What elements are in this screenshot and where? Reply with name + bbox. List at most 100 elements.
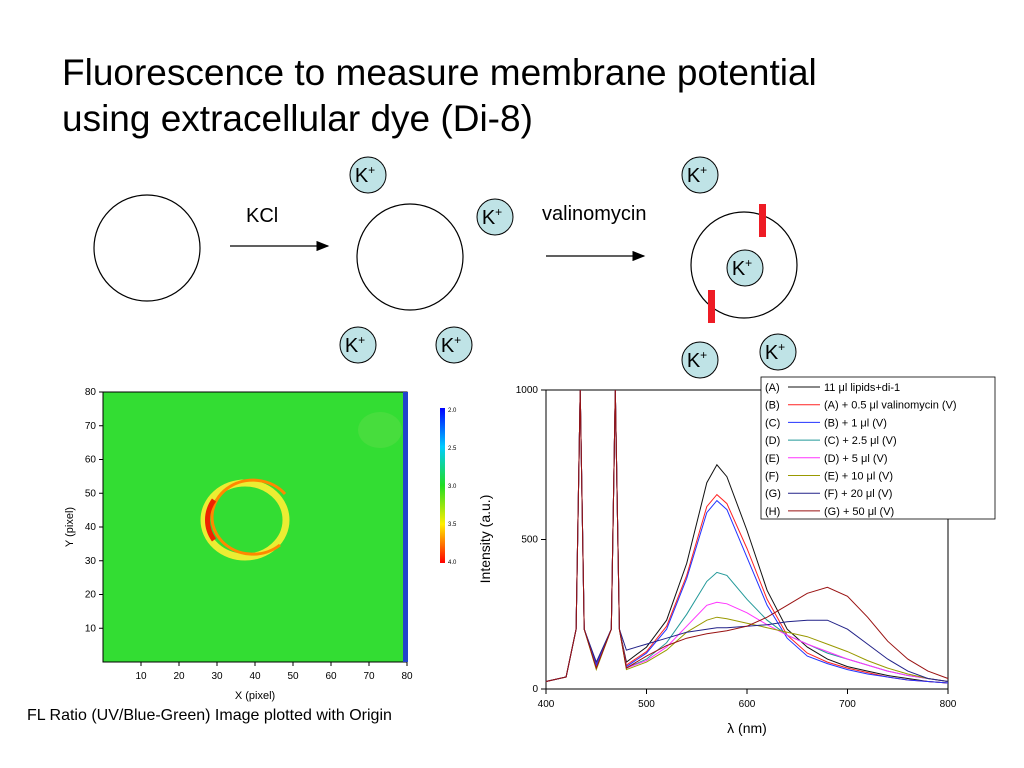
cell-ring-outer — [200, 479, 290, 561]
legend-label: (F) + 20 μl (V) — [824, 488, 892, 500]
ion-circle — [681, 341, 719, 379]
image-y-tick-label: 10 — [85, 623, 97, 634]
ion-charge: + — [700, 163, 707, 177]
ion-charge: + — [700, 348, 707, 362]
legend-item: (D) (C) + 2.5 μl (V) — [765, 435, 897, 447]
image-x-tick-label: 30 — [211, 671, 223, 682]
image-right-edge — [403, 392, 408, 662]
legend-letter: (C) — [765, 417, 780, 429]
image-x-tick-label: 50 — [287, 671, 299, 682]
legend-label: (C) + 2.5 μl (V) — [824, 435, 897, 447]
legend-label: (G) + 50 μl (V) — [824, 506, 894, 518]
ion-circle — [435, 326, 473, 364]
slide-title-line2: using extracellular dye (Di-8) — [62, 98, 533, 139]
cell-kcl — [356, 203, 464, 311]
legend-item: (C) (B) + 1 μl (V) — [765, 417, 887, 429]
chart-x-tick-label: 700 — [839, 699, 856, 710]
figure-caption: FL Ratio (UV/Blue-Green) Image plotted w… — [27, 707, 392, 724]
potassium-ion: K+ — [339, 326, 377, 364]
image-x-tick-label: 70 — [363, 671, 375, 682]
image-area — [102, 391, 408, 663]
chart-x-tick-label: 800 — [940, 699, 957, 710]
chart-x-tick-label: 600 — [739, 699, 756, 710]
legend-label: 11 μl lipids+di-1 — [824, 382, 900, 394]
slide-title: Fluorescence to measure membrane potenti… — [62, 50, 962, 142]
legend-letter: (G) — [765, 488, 781, 500]
potassium-ion: K+ — [759, 333, 797, 371]
valinomycin-channel-bottom — [708, 290, 715, 323]
ion-circle — [339, 326, 377, 364]
label-valinomycin: valinomycin — [542, 203, 646, 225]
image-xlabel: X (pixel) — [235, 690, 275, 702]
legend-item: (A) 11 μl lipids+di-1 — [765, 382, 900, 394]
colorbar-tick-label: 2.5 — [448, 446, 457, 452]
ion-charge: + — [454, 333, 461, 347]
ion-circle — [681, 156, 719, 194]
cell-initial — [93, 194, 201, 302]
legend-letter: (B) — [765, 400, 780, 412]
colorbar-tick-label: 3.0 — [448, 484, 457, 490]
image-y-tick-label: 70 — [85, 421, 97, 432]
legend-item: (G) (F) + 20 μl (V) — [765, 488, 892, 500]
slide-title-line1: Fluorescence to measure membrane potenti… — [62, 52, 817, 93]
chart-x-tick-label: 400 — [538, 699, 555, 710]
legend-label: (A) + 0.5 μl valinomycin (V) — [824, 400, 957, 412]
ion-charge: + — [495, 205, 502, 219]
legend-letter: (E) — [765, 453, 780, 465]
potassium-ion: K+ — [349, 156, 387, 194]
legend-letter: (D) — [765, 435, 780, 447]
chart-x-tick-label: 500 — [638, 699, 655, 710]
ion-circle — [476, 198, 514, 236]
image-dim-patch — [358, 412, 402, 448]
chart-xlabel: λ (nm) — [727, 720, 767, 736]
chart-y-tick-label: 500 — [521, 535, 538, 546]
legend-label: (D) + 5 μl (V) — [824, 453, 887, 465]
ion-charge: + — [745, 256, 752, 270]
potassium-ion: K+ — [476, 198, 514, 236]
image-y-tick-label: 60 — [85, 455, 97, 466]
chart-legend — [760, 376, 996, 520]
legend-letter: (A) — [765, 382, 780, 394]
ion-circle — [349, 156, 387, 194]
fl-ratio-image: 10 20 30 40 50 60 70 80 10 20 30 40 50 60 70 80 2.0 2.5 3.… — [64, 387, 457, 702]
series-line — [545, 389, 949, 682]
chart-y-tick-label: 1000 — [516, 385, 539, 396]
potassium-ion: K+ — [435, 326, 473, 364]
series-line — [545, 389, 949, 682]
image-y-tick-label: 20 — [85, 590, 97, 601]
potassium-ion: K+ — [681, 156, 719, 194]
legend-letter: (F) — [765, 471, 779, 483]
membrane-diagram: KCl valinomycin K+ K+ K+ K+ K+ K+ K+ K+ — [93, 156, 798, 379]
colorbar-tick-label: 4.0 — [448, 560, 457, 566]
legend-label: (B) + 1 μl (V) — [824, 417, 887, 429]
image-y-tick-label: 50 — [85, 488, 97, 499]
chart-y-tick-label: 0 — [532, 684, 538, 695]
potassium-ion: K+ — [726, 249, 764, 287]
ion-charge: + — [368, 163, 375, 177]
image-y-tick-label: 40 — [85, 522, 97, 533]
colorbar-tick-label: 2.0 — [448, 408, 457, 414]
legend-label: (E) + 10 μl (V) — [824, 471, 893, 483]
image-ylabel: Y (pixel) — [64, 507, 76, 547]
legend-letter: (H) — [765, 506, 780, 518]
image-x-tick-label: 20 — [173, 671, 185, 682]
image-y-tick-label: 80 — [85, 387, 97, 398]
image-x-tick-label: 60 — [325, 671, 337, 682]
label-kcl: KCl — [246, 205, 278, 227]
image-y-tick-label: 30 — [85, 556, 97, 567]
image-x-tick-label: 40 — [249, 671, 261, 682]
cell-ring-hotspot — [205, 498, 217, 542]
potassium-ion: K+ — [681, 341, 719, 379]
ion-circle — [759, 333, 797, 371]
spectra-chart: 400 500 600 700 800 0 500 1000 λ (nm) Intensity… — [477, 376, 996, 736]
legend-item: (B) (A) + 0.5 μl valinomycin (V) — [765, 400, 957, 412]
ion-circle — [726, 249, 764, 287]
colorbar-tick-label: 3.5 — [448, 522, 457, 528]
legend-item: (F) (E) + 10 μl (V) — [765, 471, 893, 483]
legend-item: (H) (G) + 50 μl (V) — [765, 506, 894, 518]
image-x-tick-label: 80 — [401, 671, 413, 682]
ion-charge: + — [778, 340, 785, 354]
cell-ring-arc — [210, 478, 287, 556]
legend-item: (E) (D) + 5 μl (V) — [765, 453, 887, 465]
